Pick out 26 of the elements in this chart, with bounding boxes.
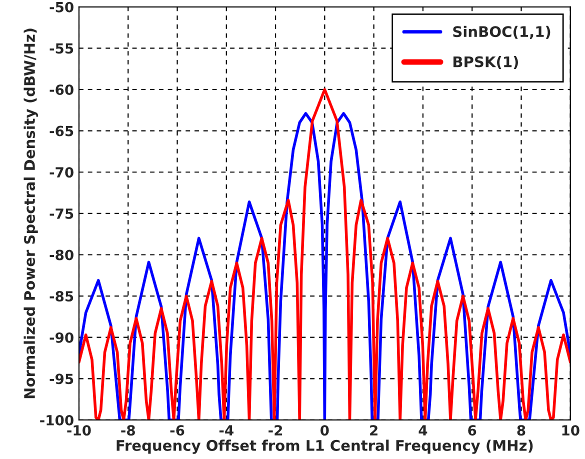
y-tick-label: -85 xyxy=(50,291,74,302)
legend-label: SinBOC(1,1) xyxy=(453,26,550,39)
y-tick-label: -65 xyxy=(50,126,74,136)
x-tick-label: 4 xyxy=(418,425,428,436)
x-tick-label: -4 xyxy=(219,425,234,436)
x-tick-label: -8 xyxy=(121,425,135,436)
legend-label: BPSK(1) xyxy=(453,56,518,70)
y-tick-label: -90 xyxy=(50,332,74,343)
x-tick-label: 6 xyxy=(468,425,476,436)
y-tick-label: -50 xyxy=(50,2,74,12)
x-tick-label: -6 xyxy=(170,425,184,436)
x-tick-label: 10 xyxy=(562,425,580,436)
y-axis-title: Normalized Power Spectral Density (dBW/Hz) xyxy=(24,28,38,398)
x-tick-label: 8 xyxy=(517,425,526,436)
x-tick-label: -10 xyxy=(67,425,91,436)
x-tick-label: -2 xyxy=(268,425,282,436)
y-tick-label: -100 xyxy=(40,414,74,426)
y-tick-label: -70 xyxy=(50,167,74,178)
x-axis-title: Frequency Offset from L1 Central Frequency (MHz) xyxy=(116,440,533,454)
y-tick-label: -75 xyxy=(50,208,74,219)
y-tick-label: -80 xyxy=(50,250,74,260)
x-tick-label: 2 xyxy=(370,425,378,436)
y-tick-label: -55 xyxy=(50,43,74,54)
y-tick-label: -95 xyxy=(50,374,74,384)
x-tick-label: 0 xyxy=(320,425,329,436)
y-tick-label: -60 xyxy=(50,84,74,95)
